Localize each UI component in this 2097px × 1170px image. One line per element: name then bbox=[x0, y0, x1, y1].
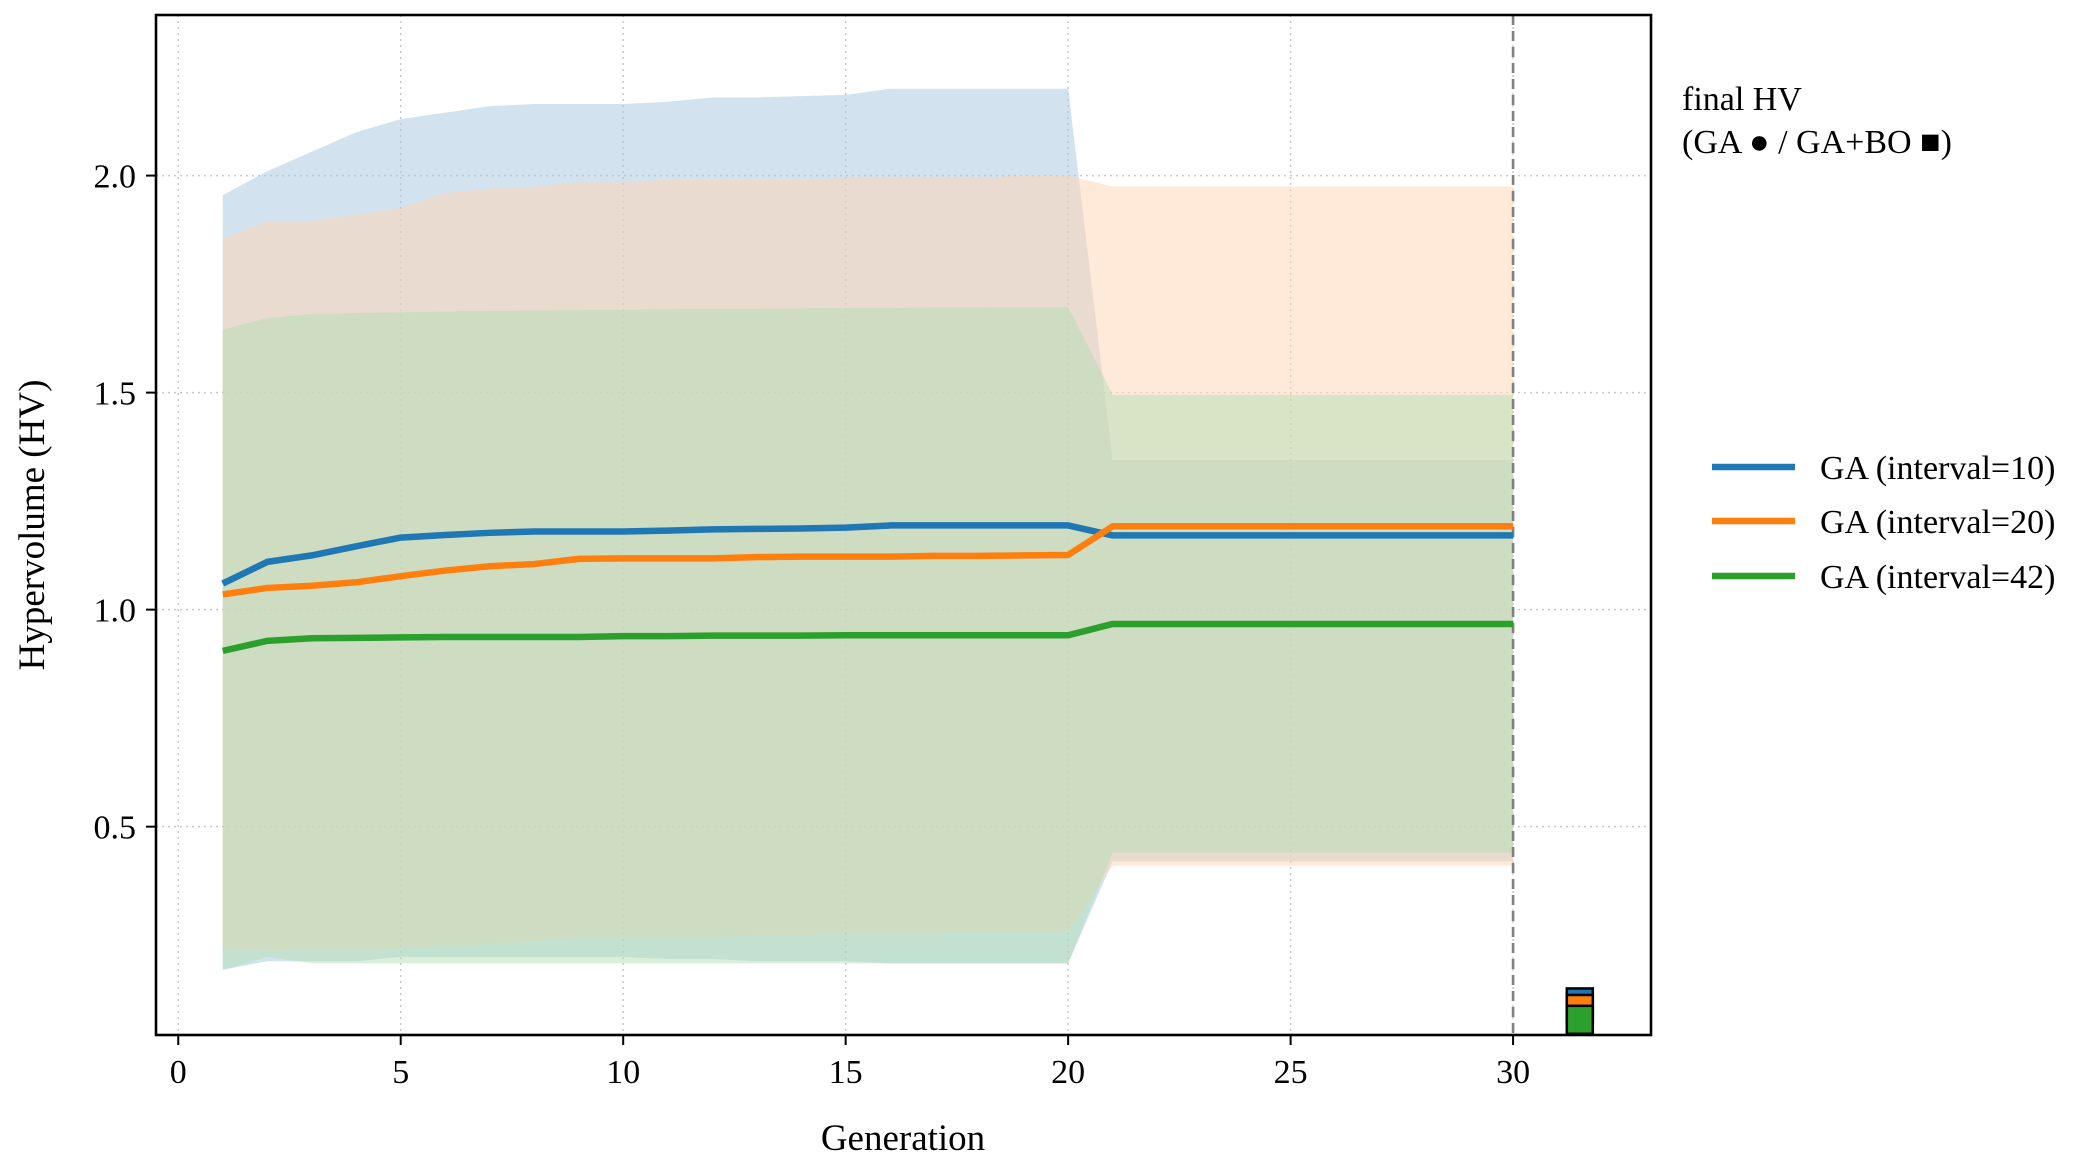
final-hv-markers bbox=[1565, 987, 1595, 1036]
x-tick-label-0: 0 bbox=[170, 1054, 187, 1091]
y-tick-label-1: 1.0 bbox=[94, 593, 137, 630]
legend-label-interval-10: GA (interval=10) bbox=[1820, 450, 2055, 487]
x-tick-label-15: 15 bbox=[829, 1054, 863, 1091]
y-tick-label-2: 2.0 bbox=[94, 159, 137, 196]
legend-label-interval-42: GA (interval=42) bbox=[1820, 559, 2055, 596]
final-hv-note-line-2: (GA ● / GA+BO ■) bbox=[1682, 124, 1952, 161]
y-axis-label: Hypervolume (HV) bbox=[12, 380, 53, 671]
band-series-2 bbox=[222, 307, 1514, 970]
legend: GA (interval=10) GA (interval=20) GA (in… bbox=[1712, 450, 2055, 596]
final-hv-marker-2 bbox=[1565, 1004, 1595, 1036]
x-tick-label-20: 20 bbox=[1051, 1054, 1085, 1091]
line-series-1 bbox=[222, 523, 1514, 598]
x-tick-label-10: 10 bbox=[606, 1054, 640, 1091]
line-series-2 bbox=[222, 620, 1514, 655]
x-tick-label-5: 5 bbox=[392, 1054, 409, 1091]
legend-label-interval-20: GA (interval=20) bbox=[1820, 504, 2055, 541]
x-axis-label: Generation bbox=[821, 1118, 985, 1159]
line-series-0 bbox=[221, 522, 1514, 587]
plot-frame bbox=[154, 13, 1653, 1037]
y-tick-label-0.5: 0.5 bbox=[94, 810, 137, 847]
final-hv-note-line-1: final HV bbox=[1682, 81, 1802, 118]
series-lines bbox=[221, 522, 1514, 655]
y-tick-label-1.5: 1.5 bbox=[94, 376, 137, 413]
x-tick-label-25: 25 bbox=[1274, 1054, 1308, 1091]
x-tick-label-30: 30 bbox=[1496, 1054, 1530, 1091]
axis-ticks: 0 5 10 15 20 25 30 0.5 1.0 1.5 2.0 bbox=[94, 159, 1531, 1091]
